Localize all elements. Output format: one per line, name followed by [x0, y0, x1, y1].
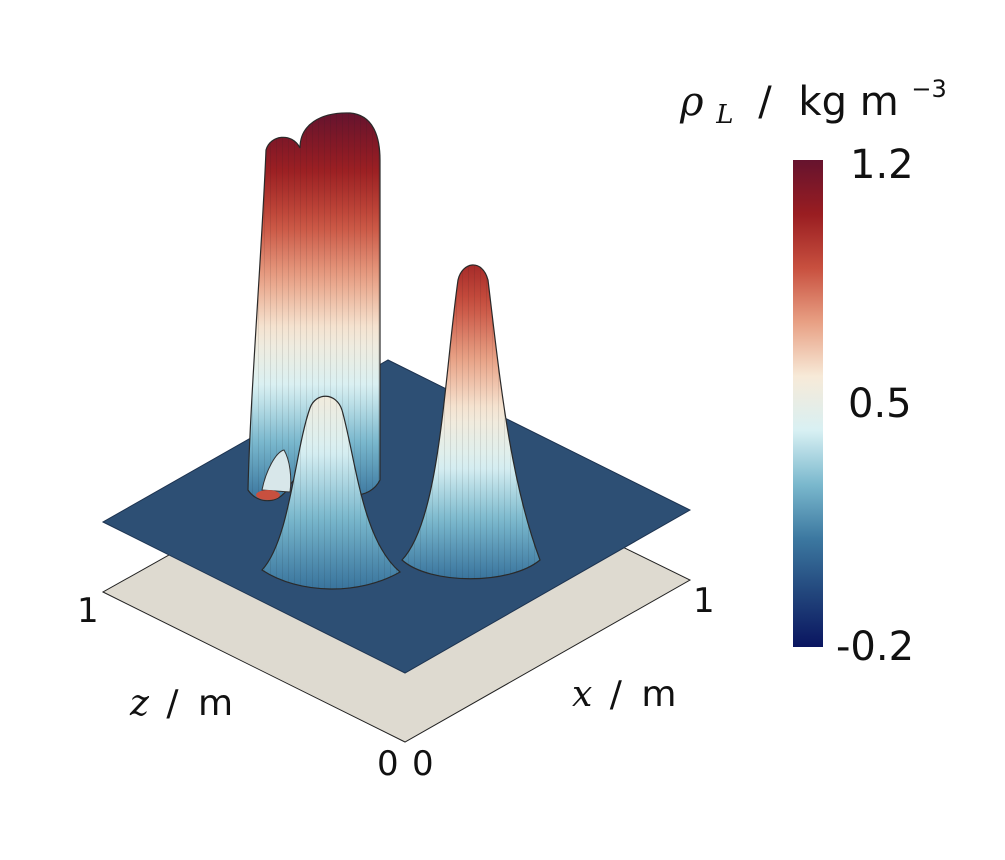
cone [401, 264, 541, 580]
x-axis-unit: m [641, 674, 676, 715]
quantity-symbol: ρ [679, 79, 704, 125]
slotted-cylinder [247, 112, 381, 502]
x-tick-min: 0 [412, 744, 434, 784]
colorbar-tick-mid: 0.5 [848, 381, 912, 427]
z-axis-label: z / m [129, 683, 233, 724]
colorbar-tick-max: 1.2 [850, 142, 914, 188]
z-axis-unit: m [198, 683, 233, 724]
z-tick-max: 1 [77, 591, 99, 631]
colorbar [793, 160, 823, 647]
quantity-unit: kg m [798, 79, 898, 125]
x-tick-max: 1 [693, 581, 715, 621]
x-axis-symbol: x [572, 674, 592, 715]
x-axis-label: x / m [572, 674, 676, 715]
colorbar-title: ρ L / kg m −3 [679, 75, 947, 133]
z-axis-symbol: z [129, 683, 150, 724]
colorbar-tick-min: -0.2 [836, 624, 914, 670]
quantity-subscript: L [715, 100, 733, 130]
quantity-unit-exponent: −3 [911, 75, 946, 103]
hump [261, 395, 402, 590]
z-tick-min: 0 [377, 744, 399, 784]
